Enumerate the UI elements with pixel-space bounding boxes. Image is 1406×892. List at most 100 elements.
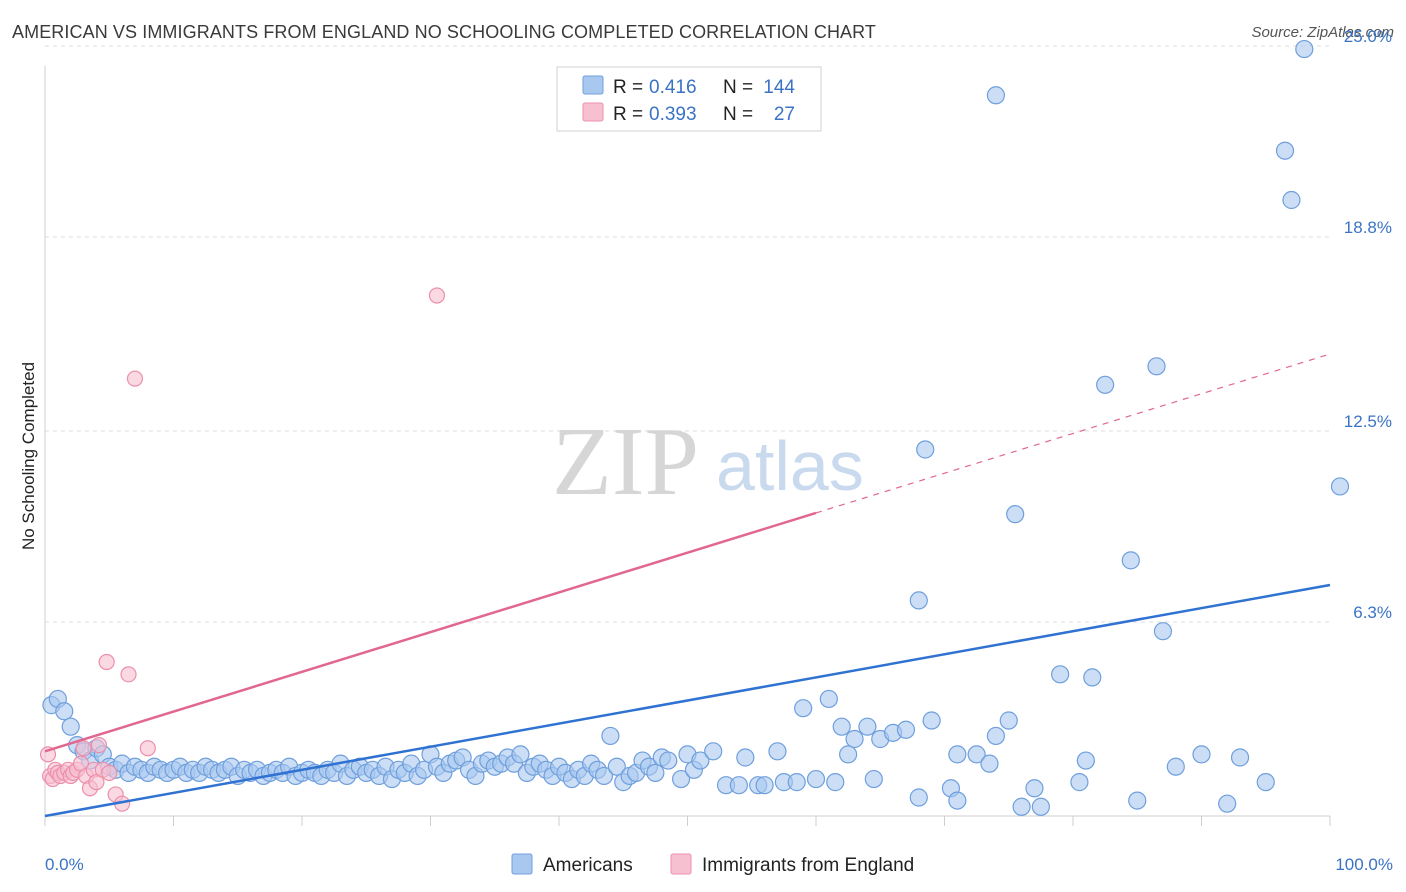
americans-point bbox=[1153, 622, 1173, 641]
legend-r-label: R = bbox=[613, 104, 643, 125]
americans-point bbox=[1051, 665, 1070, 684]
americans-point bbox=[806, 769, 826, 789]
england-point bbox=[126, 370, 144, 387]
americans-point bbox=[1330, 477, 1350, 496]
y-axis-label: No Schooling Completed bbox=[19, 362, 38, 550]
americans-point bbox=[1230, 748, 1250, 767]
americans-point bbox=[986, 86, 1006, 105]
y-tick-label: 12.5% bbox=[1344, 412, 1392, 431]
bottom-legend-swatch-americans bbox=[511, 853, 533, 875]
americans-point bbox=[1012, 797, 1031, 816]
americans-point bbox=[787, 773, 806, 792]
trend-line-england bbox=[44, 511, 817, 753]
england-point bbox=[101, 764, 118, 781]
americans-point bbox=[967, 745, 986, 764]
chart-title: AMERICAN VS IMMIGRANTS FROM ENGLAND NO S… bbox=[12, 22, 877, 42]
series-england bbox=[39, 287, 446, 812]
americans-point bbox=[794, 699, 813, 718]
legend-n-value: 27 bbox=[774, 104, 795, 125]
x-tick-label: 0.0% bbox=[45, 855, 84, 874]
americans-point bbox=[1070, 773, 1089, 792]
legend-n-label: N = bbox=[723, 77, 753, 98]
americans-point bbox=[1096, 375, 1115, 394]
legend-r-value: 0.416 bbox=[649, 77, 697, 98]
americans-point bbox=[511, 745, 530, 764]
americans-point bbox=[61, 717, 80, 736]
trend-lines bbox=[44, 353, 1331, 818]
americans-point bbox=[1076, 751, 1095, 770]
americans-point bbox=[607, 757, 626, 776]
americans-point bbox=[1025, 779, 1044, 798]
watermark: ZIP atlas bbox=[552, 408, 864, 516]
americans-point bbox=[948, 791, 967, 810]
americans-point bbox=[948, 745, 967, 764]
watermark-zip: ZIP bbox=[552, 408, 699, 516]
americans-point bbox=[1218, 794, 1237, 813]
legend-n-label: N = bbox=[723, 104, 753, 125]
americans-point bbox=[832, 717, 851, 736]
americans-point bbox=[1166, 757, 1185, 776]
trend-line-england-extrapolated bbox=[815, 353, 1331, 514]
stats-legend: R = 0.416 N = 144 R = 0.393 N = 27 bbox=[556, 66, 822, 132]
americans-point bbox=[999, 711, 1018, 730]
bottom-legend-swatch-england bbox=[670, 853, 692, 875]
americans-point bbox=[922, 711, 941, 730]
legend-swatch-england bbox=[582, 102, 604, 122]
americans-point bbox=[671, 769, 691, 789]
americans-point bbox=[1295, 39, 1314, 59]
legend-r-label: R = bbox=[613, 77, 643, 98]
bottom-legend-americans: Americans bbox=[543, 855, 633, 876]
americans-point bbox=[826, 773, 845, 792]
england-point bbox=[428, 287, 446, 304]
americans-point bbox=[1083, 668, 1102, 687]
americans-point bbox=[755, 776, 774, 795]
y-tick-label: 18.8% bbox=[1344, 218, 1392, 237]
americans-point bbox=[980, 754, 999, 773]
y-tick-label: 25.0% bbox=[1344, 27, 1392, 46]
trend-line-americans bbox=[44, 583, 1331, 818]
americans-point bbox=[1282, 190, 1301, 210]
legend-n-value: 144 bbox=[763, 77, 795, 98]
series-americans bbox=[42, 39, 1350, 816]
americans-point bbox=[646, 763, 665, 782]
americans-point bbox=[55, 702, 74, 721]
americans-point bbox=[916, 440, 935, 459]
americans-point bbox=[1192, 745, 1211, 764]
americans-point bbox=[704, 742, 723, 761]
americans-point bbox=[1275, 141, 1295, 160]
x-tick-label: 100.0% bbox=[1335, 855, 1393, 874]
americans-point bbox=[768, 742, 787, 761]
americans-point bbox=[691, 751, 710, 770]
england-point bbox=[120, 666, 137, 683]
legend-swatch-americans bbox=[582, 75, 604, 95]
england-point bbox=[90, 737, 108, 754]
americans-point bbox=[839, 745, 858, 764]
england-point bbox=[75, 740, 92, 757]
legend-r-value: 0.393 bbox=[649, 104, 697, 125]
y-tick-labels: 6.3% 12.5% 18.8% 25.0% bbox=[1344, 27, 1392, 622]
americans-point bbox=[1006, 505, 1025, 524]
source-credit: Source: ZipAtlas.com bbox=[1251, 24, 1394, 41]
americans-point bbox=[594, 766, 614, 786]
americans-point bbox=[864, 769, 883, 789]
americans-point bbox=[819, 689, 838, 709]
england-point bbox=[139, 740, 156, 757]
americans-point bbox=[909, 591, 928, 610]
americans-point bbox=[1121, 551, 1140, 570]
americans-point bbox=[845, 729, 864, 749]
series-legend: Americans Immigrants from England bbox=[511, 853, 914, 876]
bottom-legend-england: Immigrants from England bbox=[702, 855, 914, 876]
americans-point bbox=[858, 717, 877, 736]
england-point bbox=[98, 653, 115, 671]
americans-point bbox=[729, 776, 749, 795]
americans-point bbox=[1031, 797, 1050, 816]
x-tick-labels: 0.0% 100.0% bbox=[45, 855, 1393, 874]
americans-point bbox=[1128, 791, 1147, 810]
americans-point bbox=[1147, 357, 1166, 376]
americans-point bbox=[1256, 773, 1275, 792]
americans-point bbox=[909, 788, 928, 807]
americans-point bbox=[896, 720, 916, 739]
grid-layer bbox=[44, 45, 1331, 826]
england-point bbox=[39, 746, 57, 763]
